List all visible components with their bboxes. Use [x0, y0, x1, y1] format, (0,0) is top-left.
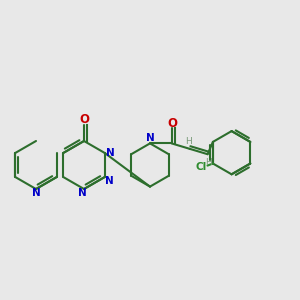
- Text: H: H: [185, 137, 191, 146]
- Text: O: O: [167, 117, 177, 130]
- Text: O: O: [79, 113, 89, 126]
- Text: Cl: Cl: [196, 162, 207, 172]
- Text: N: N: [106, 148, 114, 158]
- Text: N: N: [32, 188, 40, 199]
- Text: N: N: [78, 188, 87, 199]
- Text: N: N: [105, 176, 114, 187]
- Text: H: H: [205, 158, 211, 167]
- Text: N: N: [146, 133, 154, 143]
